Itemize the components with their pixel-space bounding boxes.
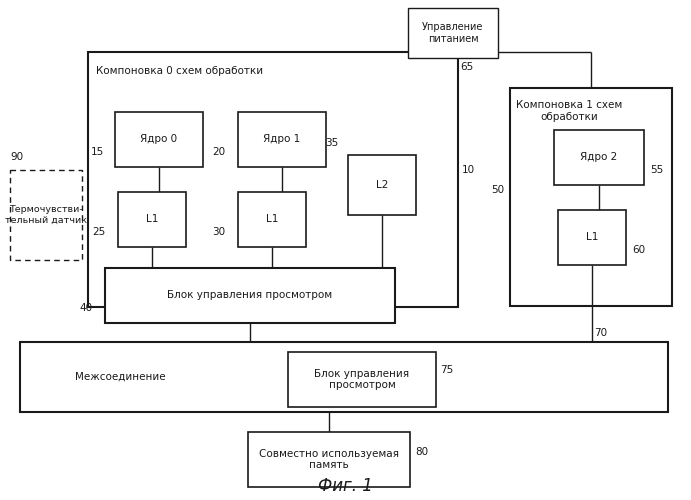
Bar [408, 8, 498, 58]
Bar [115, 112, 203, 167]
Bar [288, 352, 436, 407]
Bar [88, 52, 458, 307]
Bar [248, 432, 410, 487]
Text: Ядро 2: Ядро 2 [580, 152, 618, 162]
Bar [348, 155, 416, 215]
Text: Межсоединение: Межсоединение [75, 372, 166, 382]
Text: Фиг. 1: Фиг. 1 [318, 477, 373, 495]
Text: 70: 70 [594, 328, 607, 338]
Text: L1: L1 [586, 232, 598, 242]
Text: 60: 60 [632, 245, 645, 255]
Text: 25: 25 [93, 227, 106, 237]
Text: Термочувстви-
тельный датчик: Термочувстви- тельный датчик [5, 206, 87, 225]
Text: 90: 90 [10, 152, 23, 162]
Bar [118, 192, 186, 247]
Text: 55: 55 [650, 165, 663, 175]
Bar [510, 88, 672, 306]
Text: Компоновка 0 схем обработки: Компоновка 0 схем обработки [96, 66, 263, 76]
Text: 10: 10 [462, 165, 475, 175]
Text: L1: L1 [146, 214, 158, 224]
Bar [20, 342, 668, 412]
Bar [10, 170, 82, 260]
Text: 20: 20 [212, 147, 225, 157]
Text: 75: 75 [440, 365, 453, 375]
Bar [558, 210, 626, 265]
Text: Ядро 1: Ядро 1 [263, 134, 301, 144]
Text: Блок управления просмотром: Блок управления просмотром [167, 290, 332, 300]
Text: Блок управления
просмотром: Блок управления просмотром [314, 368, 410, 390]
Text: 80: 80 [415, 447, 428, 457]
Text: 35: 35 [325, 138, 338, 148]
Text: 50: 50 [491, 185, 504, 195]
Text: Совместно используемая
память: Совместно используемая память [259, 448, 399, 470]
Text: Компоновка 1 схем
обработки: Компоновка 1 схем обработки [516, 100, 623, 122]
Bar [105, 268, 395, 323]
Bar [554, 130, 644, 185]
Text: 15: 15 [91, 147, 104, 157]
Text: 40: 40 [80, 303, 93, 313]
Bar [238, 192, 306, 247]
Text: L1: L1 [266, 214, 278, 224]
Text: Ядро 0: Ядро 0 [140, 134, 178, 144]
Text: 65: 65 [460, 62, 473, 72]
Bar [238, 112, 326, 167]
Text: 30: 30 [212, 227, 225, 237]
Text: Управление
питанием: Управление питанием [422, 22, 484, 44]
Text: L2: L2 [376, 180, 388, 190]
